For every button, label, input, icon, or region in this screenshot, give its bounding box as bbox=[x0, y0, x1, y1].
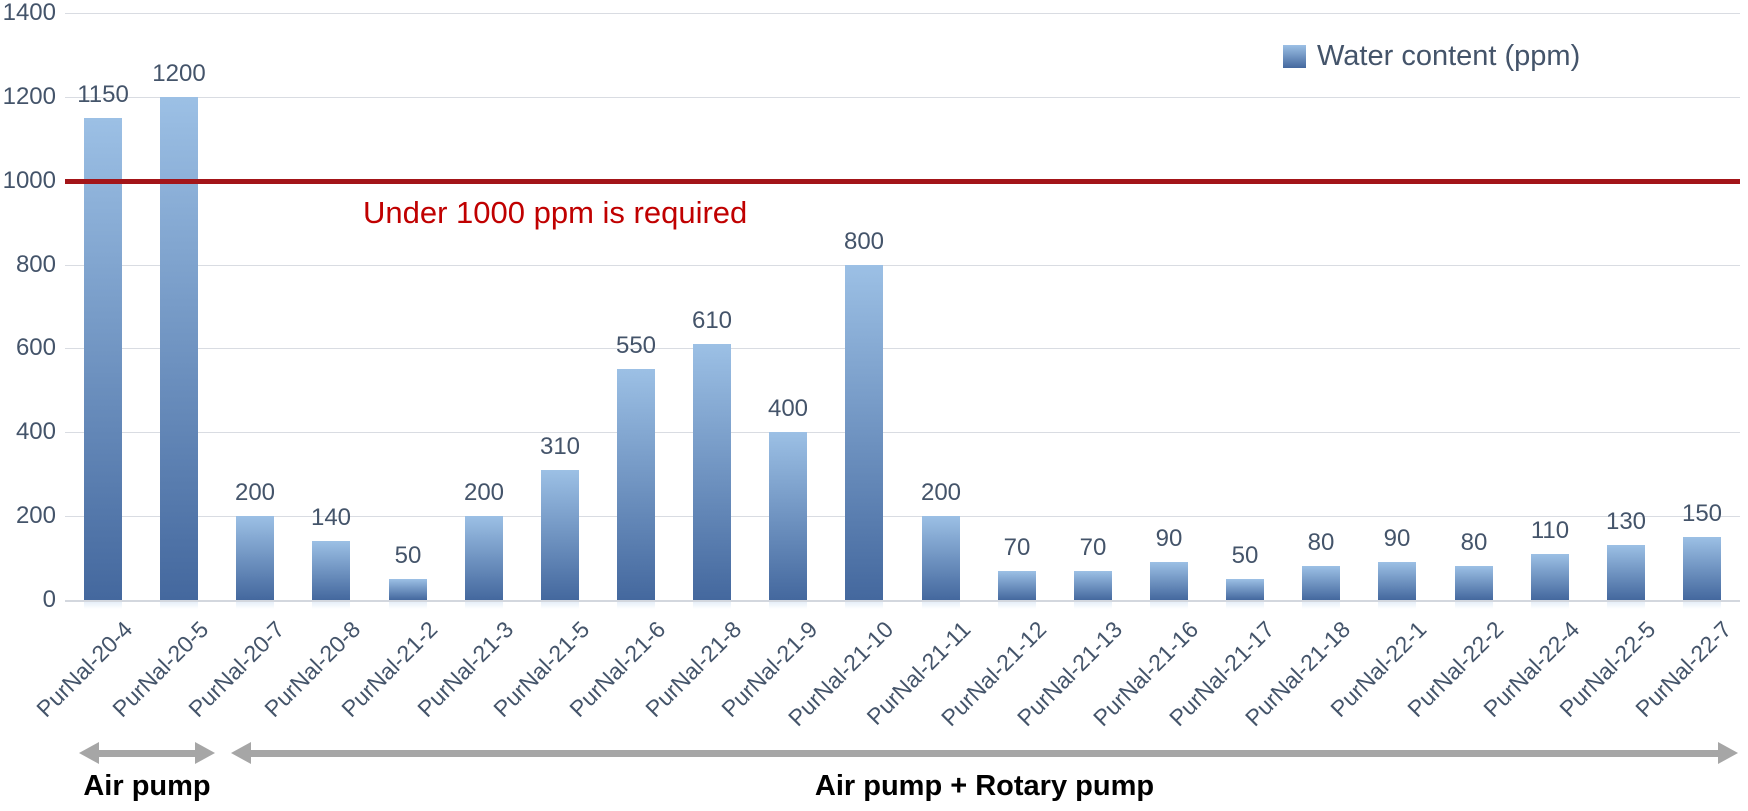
bar-PurNal-21-18 bbox=[1302, 566, 1340, 600]
gridline-1200 bbox=[65, 97, 1740, 98]
bar-reflection bbox=[1150, 602, 1188, 609]
bar-PurNal-21-9 bbox=[769, 432, 807, 600]
bar-data-label: 80 bbox=[1460, 529, 1488, 556]
bar-PurNal-20-8 bbox=[312, 541, 350, 600]
arrow-shaft bbox=[99, 749, 195, 757]
bar-data-label: 50 bbox=[1231, 542, 1259, 569]
bar-PurNal-21-12 bbox=[998, 571, 1036, 600]
y-tick-label: 200 bbox=[15, 502, 56, 529]
bar-PurNal-22-1 bbox=[1378, 562, 1416, 600]
arrow-head-left bbox=[79, 742, 99, 764]
bar-reflection bbox=[541, 602, 579, 609]
gridline-1400 bbox=[65, 13, 1740, 14]
bar-reflection bbox=[389, 602, 427, 609]
gridline-0 bbox=[65, 600, 1740, 602]
bar-data-label: 70 bbox=[1003, 534, 1031, 561]
threshold-annotation: Under 1000 ppm is required bbox=[363, 195, 748, 230]
bar-data-label: 140 bbox=[310, 504, 352, 531]
bar-reflection bbox=[998, 602, 1036, 609]
bar-data-label: 90 bbox=[1155, 525, 1183, 552]
bar-reflection bbox=[1683, 602, 1721, 609]
bar-data-label: 800 bbox=[843, 228, 885, 255]
bar-data-label: 1150 bbox=[77, 81, 129, 108]
bar-PurNal-20-7 bbox=[236, 516, 274, 600]
gridline-200 bbox=[65, 516, 1740, 517]
bar-reflection bbox=[617, 602, 655, 609]
bar-reflection bbox=[1531, 602, 1569, 609]
bar-PurNal-21-5 bbox=[541, 470, 579, 600]
bar-PurNal-20-4 bbox=[84, 118, 122, 600]
double-arrow-icon bbox=[79, 742, 215, 764]
bar-data-label: 80 bbox=[1307, 529, 1335, 556]
arrow-head-right bbox=[1718, 742, 1738, 764]
legend-series-label: Water content (ppm) bbox=[1317, 40, 1581, 72]
group-label-1: Air pump + Rotary pump bbox=[814, 770, 1155, 802]
bar-data-label: 400 bbox=[767, 395, 809, 422]
bar-PurNal-22-5 bbox=[1607, 545, 1645, 600]
bar-data-label: 110 bbox=[1530, 517, 1570, 544]
arrow-head-left bbox=[231, 742, 251, 764]
arrow-shaft bbox=[251, 749, 1718, 757]
bar-data-label: 90 bbox=[1383, 525, 1411, 552]
y-tick-label: 800 bbox=[15, 251, 56, 278]
bar-data-label: 1200 bbox=[152, 60, 206, 87]
legend: Water content (ppm) bbox=[1283, 40, 1580, 73]
bar-reflection bbox=[1302, 602, 1340, 609]
bar-reflection bbox=[769, 602, 807, 609]
bar-PurNal-21-11 bbox=[922, 516, 960, 600]
bar-data-label: 70 bbox=[1079, 534, 1107, 561]
y-tick-label: 400 bbox=[15, 418, 56, 445]
bar-reflection bbox=[1455, 602, 1493, 609]
bar-PurNal-21-3 bbox=[465, 516, 503, 600]
bar-reflection bbox=[84, 602, 122, 609]
bar-reflection bbox=[1226, 602, 1264, 609]
bar-reflection bbox=[922, 602, 960, 609]
y-tick-label: 0 bbox=[42, 586, 56, 613]
gridline-400 bbox=[65, 432, 1740, 433]
bar-data-label: 150 bbox=[1681, 500, 1723, 527]
bar-data-label: 200 bbox=[234, 479, 276, 506]
gridline-800 bbox=[65, 265, 1740, 266]
bar-reflection bbox=[1074, 602, 1112, 609]
legend-color-swatch-icon bbox=[1283, 45, 1306, 68]
gridline-600 bbox=[65, 348, 1740, 349]
bar-PurNal-21-16 bbox=[1150, 562, 1188, 600]
bar-data-label: 200 bbox=[920, 479, 962, 506]
bar-PurNal-22-2 bbox=[1455, 566, 1493, 600]
bar-PurNal-21-17 bbox=[1226, 579, 1264, 600]
threshold-line-1000ppm bbox=[65, 179, 1740, 184]
bar-reflection bbox=[236, 602, 274, 609]
bar-reflection bbox=[465, 602, 503, 609]
double-arrow-icon bbox=[231, 742, 1738, 764]
bar-reflection bbox=[1607, 602, 1645, 609]
bar-data-label: 200 bbox=[463, 479, 505, 506]
bar-PurNal-21-8 bbox=[693, 344, 731, 600]
bar-reflection bbox=[160, 602, 198, 609]
bar-data-label: 130 bbox=[1605, 508, 1647, 535]
arrow-head-right bbox=[195, 742, 215, 764]
bar-PurNal-20-5 bbox=[160, 97, 198, 600]
bar-reflection bbox=[693, 602, 731, 609]
bar-PurNal-22-7 bbox=[1683, 537, 1721, 600]
bar-data-label: 610 bbox=[691, 307, 733, 334]
bar-PurNal-21-6 bbox=[617, 369, 655, 600]
bar-reflection bbox=[312, 602, 350, 609]
bar-data-label: 550 bbox=[615, 332, 657, 359]
y-tick-label: 1200 bbox=[2, 83, 56, 110]
y-tick-label: 1400 bbox=[2, 0, 56, 26]
bar-PurNal-22-4 bbox=[1531, 554, 1569, 600]
bar-PurNal-21-13 bbox=[1074, 571, 1112, 600]
y-tick-label: 600 bbox=[15, 334, 56, 361]
bar-PurNal-21-10 bbox=[845, 265, 883, 600]
bar-reflection bbox=[845, 602, 883, 609]
bar-data-label: 50 bbox=[394, 542, 422, 569]
group-label-0: Air pump bbox=[83, 770, 211, 802]
bar-PurNal-21-2 bbox=[389, 579, 427, 600]
bar-reflection bbox=[1378, 602, 1416, 609]
y-tick-label: 1000 bbox=[2, 167, 56, 194]
bar-data-label: 310 bbox=[539, 433, 581, 460]
